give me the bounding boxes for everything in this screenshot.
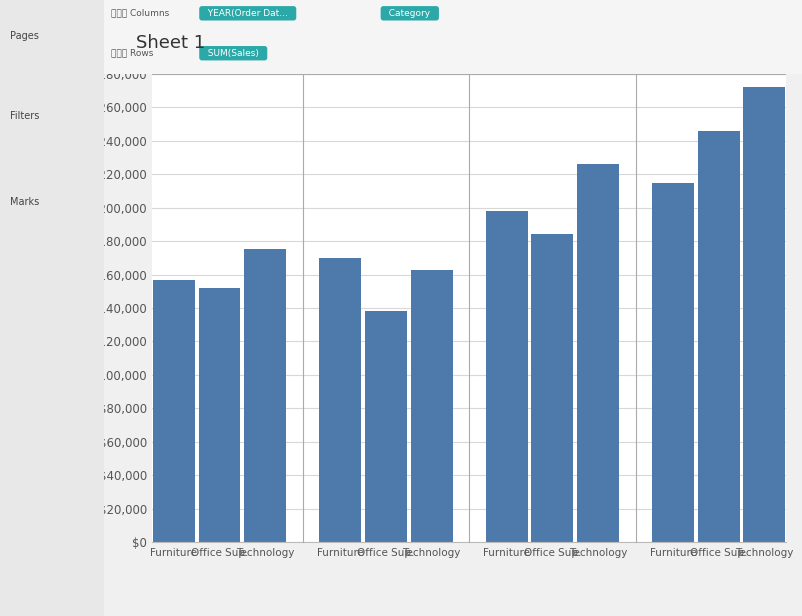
Text: 2019: 2019: [537, 56, 568, 69]
Bar: [532, 235, 573, 542]
Text: ⬛⬛⬛ Columns: ⬛⬛⬛ Columns: [111, 9, 169, 18]
Text: 2017: 2017: [204, 56, 235, 69]
Text: Pages: Pages: [10, 31, 39, 41]
Bar: [743, 87, 785, 542]
Bar: [411, 270, 452, 542]
Bar: [319, 258, 361, 542]
Text: Category: Category: [383, 9, 436, 18]
Text: Order Date / Category: Order Date / Category: [399, 28, 539, 41]
Bar: [244, 249, 286, 542]
Bar: [698, 131, 739, 542]
Text: ⬛⬛⬛ Rows: ⬛⬛⬛ Rows: [111, 49, 154, 58]
Text: Sheet 1: Sheet 1: [136, 34, 205, 52]
Y-axis label: Sales: Sales: [72, 291, 86, 325]
Bar: [577, 164, 619, 542]
Bar: [486, 211, 528, 542]
Text: SUM(Sales): SUM(Sales): [202, 49, 265, 58]
Text: Marks: Marks: [10, 197, 39, 207]
Text: YEAR(Order Dat...: YEAR(Order Dat...: [202, 9, 294, 18]
Text: 2020: 2020: [703, 56, 735, 69]
Bar: [652, 182, 695, 542]
Bar: [153, 280, 195, 542]
Bar: [199, 288, 241, 542]
Text: 2018: 2018: [370, 56, 402, 69]
Text: Filters: Filters: [10, 111, 40, 121]
Bar: [365, 311, 407, 542]
